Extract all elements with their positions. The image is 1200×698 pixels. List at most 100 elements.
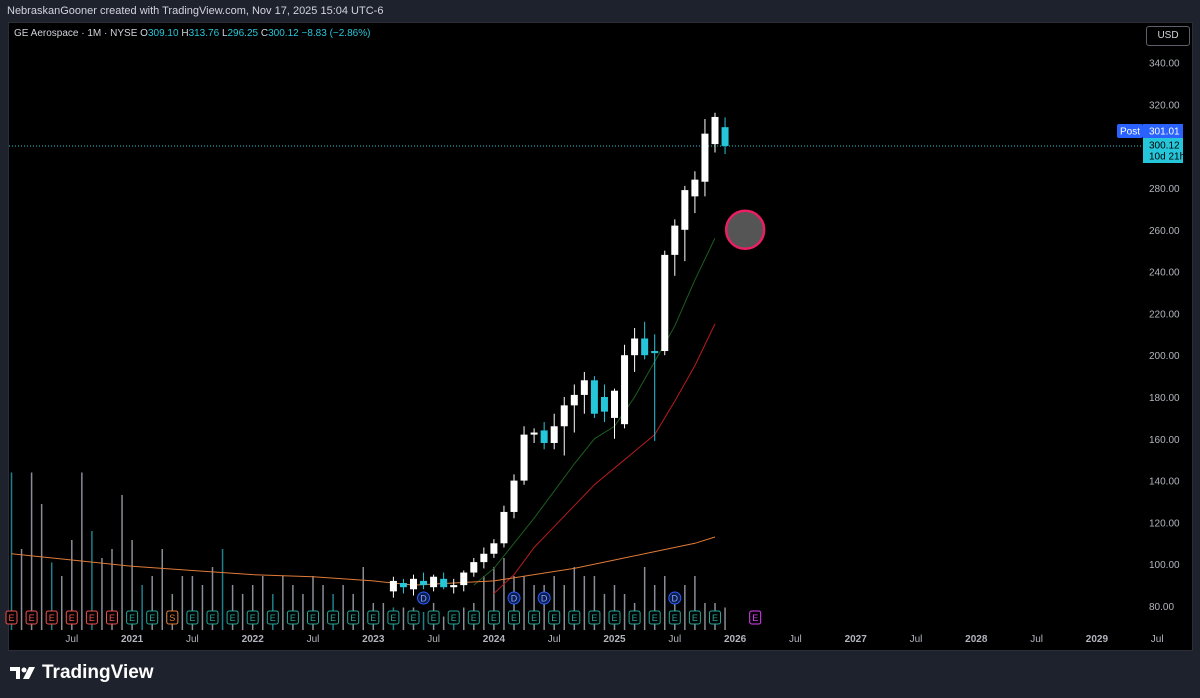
earnings-marker bbox=[166, 610, 179, 625]
earnings-marker-label: E bbox=[8, 613, 14, 623]
dividend-marker bbox=[537, 591, 551, 605]
earnings-marker-label: E bbox=[752, 613, 758, 623]
post-tag bbox=[1117, 124, 1143, 138]
earnings-marker-label: E bbox=[591, 613, 597, 623]
candle-body bbox=[651, 351, 659, 354]
post-price-label: 301.01 bbox=[1149, 127, 1180, 138]
symbol-legend: GE Aerospace · 1M · NYSE O309.10 H313.76… bbox=[14, 28, 370, 39]
earnings-marker-label: E bbox=[209, 613, 215, 623]
last-price-label: 300.12 bbox=[1149, 141, 1180, 152]
time-tick-label: 2029 bbox=[1086, 634, 1109, 645]
price-chart[interactable]: EEEEEEEEEEEEEEEEEEEEEEEEEEEEEEEEEEEEESDD… bbox=[0, 0, 1200, 651]
earnings-marker-label: E bbox=[531, 613, 537, 623]
candle-body bbox=[470, 562, 478, 573]
price-tick-label: 260.00 bbox=[1149, 226, 1180, 237]
earnings-marker bbox=[387, 610, 400, 625]
earnings-marker-label: E bbox=[109, 613, 115, 623]
post-tag-label: Post bbox=[1120, 127, 1140, 138]
candle-body bbox=[691, 179, 699, 197]
candle-body bbox=[590, 380, 598, 414]
time-tick-label: Jul bbox=[307, 634, 320, 645]
candle-body bbox=[530, 432, 538, 435]
chart-pane[interactable] bbox=[8, 22, 1193, 651]
dividend-marker bbox=[668, 591, 682, 605]
price-tick-label: 160.00 bbox=[1149, 435, 1180, 446]
dividend-marker-label: D bbox=[511, 594, 518, 604]
countdown-label: 10d 21h bbox=[1149, 152, 1185, 163]
earnings-marker-label: E bbox=[692, 613, 698, 623]
time-tick-label: Jul bbox=[186, 634, 199, 645]
price-tick-label: 320.00 bbox=[1149, 100, 1180, 111]
time-tick-label: Jul bbox=[668, 634, 681, 645]
candle-body bbox=[520, 434, 528, 481]
earnings-marker bbox=[126, 610, 139, 625]
earnings-marker-label: E bbox=[451, 613, 457, 623]
low-value: 296.25 bbox=[227, 28, 259, 39]
earnings-marker bbox=[688, 610, 701, 625]
candle-body bbox=[389, 580, 397, 592]
open-label: O bbox=[140, 28, 148, 39]
earnings-marker bbox=[367, 610, 380, 625]
earnings-marker-label: E bbox=[611, 613, 617, 623]
earnings-marker-label: E bbox=[471, 613, 477, 623]
candle-body bbox=[641, 338, 649, 356]
ma-fast-line bbox=[473, 237, 716, 586]
earnings-marker bbox=[226, 610, 239, 625]
earnings-marker-label: E bbox=[350, 613, 356, 623]
earnings-marker-label: E bbox=[370, 613, 376, 623]
dividend-marker-label: D bbox=[541, 594, 548, 604]
currency-button[interactable]: USD bbox=[1146, 26, 1190, 46]
dividend-marker-label: D bbox=[672, 594, 679, 604]
footer-bar bbox=[0, 651, 1200, 698]
earnings-marker-label: E bbox=[129, 613, 135, 623]
candle-body bbox=[399, 583, 407, 588]
candle-body bbox=[611, 390, 618, 418]
earnings-marker-label: E bbox=[390, 613, 396, 623]
candle-body bbox=[550, 426, 558, 443]
time-tick-label: 2021 bbox=[121, 634, 144, 645]
candle-body bbox=[671, 225, 679, 255]
price-tick-label: 120.00 bbox=[1149, 518, 1180, 529]
candles-layer bbox=[389, 112, 729, 598]
time-tick-label: Jul bbox=[1151, 634, 1164, 645]
earnings-marker bbox=[186, 610, 199, 625]
price-tick-label: 180.00 bbox=[1149, 393, 1180, 404]
price-tick-label: 80.00 bbox=[1149, 602, 1174, 613]
high-label: H bbox=[181, 28, 189, 39]
earnings-marker bbox=[487, 610, 500, 625]
candle-body bbox=[540, 430, 548, 443]
attribution-bar: NebraskanGooner created with TradingView… bbox=[0, 0, 1200, 22]
legend-symbol[interactable]: GE Aerospace · 1M · NYSE bbox=[14, 28, 138, 39]
time-axis: Jul 2021 Jul 2022 Jul 2023 Jul 2024 Jul 2025 Jul 20… bbox=[65, 634, 1163, 645]
candle-body bbox=[430, 576, 438, 588]
dividend-marker-label: D bbox=[420, 594, 427, 604]
earnings-marker bbox=[347, 610, 360, 625]
earnings-marker-label: E bbox=[149, 613, 155, 623]
earnings-marker-label: E bbox=[571, 613, 577, 623]
price-tick-label: 240.00 bbox=[1149, 268, 1180, 279]
time-tick-label: Jul bbox=[427, 634, 440, 645]
volume-layer bbox=[10, 472, 726, 630]
candle-body bbox=[661, 254, 669, 352]
earnings-marker-label: E bbox=[491, 613, 497, 623]
earnings-marker-label: E bbox=[29, 613, 35, 623]
open-value: 309.10 bbox=[147, 28, 179, 39]
earnings-marker bbox=[709, 610, 721, 625]
candle-body bbox=[621, 355, 629, 425]
earnings-marker-label: E bbox=[712, 613, 718, 623]
earnings-marker-label: E bbox=[189, 613, 195, 623]
earnings-marker bbox=[628, 610, 641, 625]
earnings-marker-label: E bbox=[69, 613, 75, 623]
earnings-marker-label: E bbox=[290, 613, 296, 623]
earnings-marker bbox=[206, 610, 219, 625]
earnings-marker bbox=[668, 610, 681, 625]
candle-body bbox=[500, 511, 508, 544]
dividend-marker bbox=[507, 591, 521, 605]
earnings-marker bbox=[548, 610, 561, 625]
earnings-marker bbox=[25, 610, 38, 625]
earnings-marker bbox=[528, 610, 541, 625]
earnings-marker bbox=[266, 610, 279, 625]
earnings-marker bbox=[45, 610, 58, 625]
candle-body bbox=[510, 480, 518, 512]
candle-body bbox=[681, 190, 689, 230]
